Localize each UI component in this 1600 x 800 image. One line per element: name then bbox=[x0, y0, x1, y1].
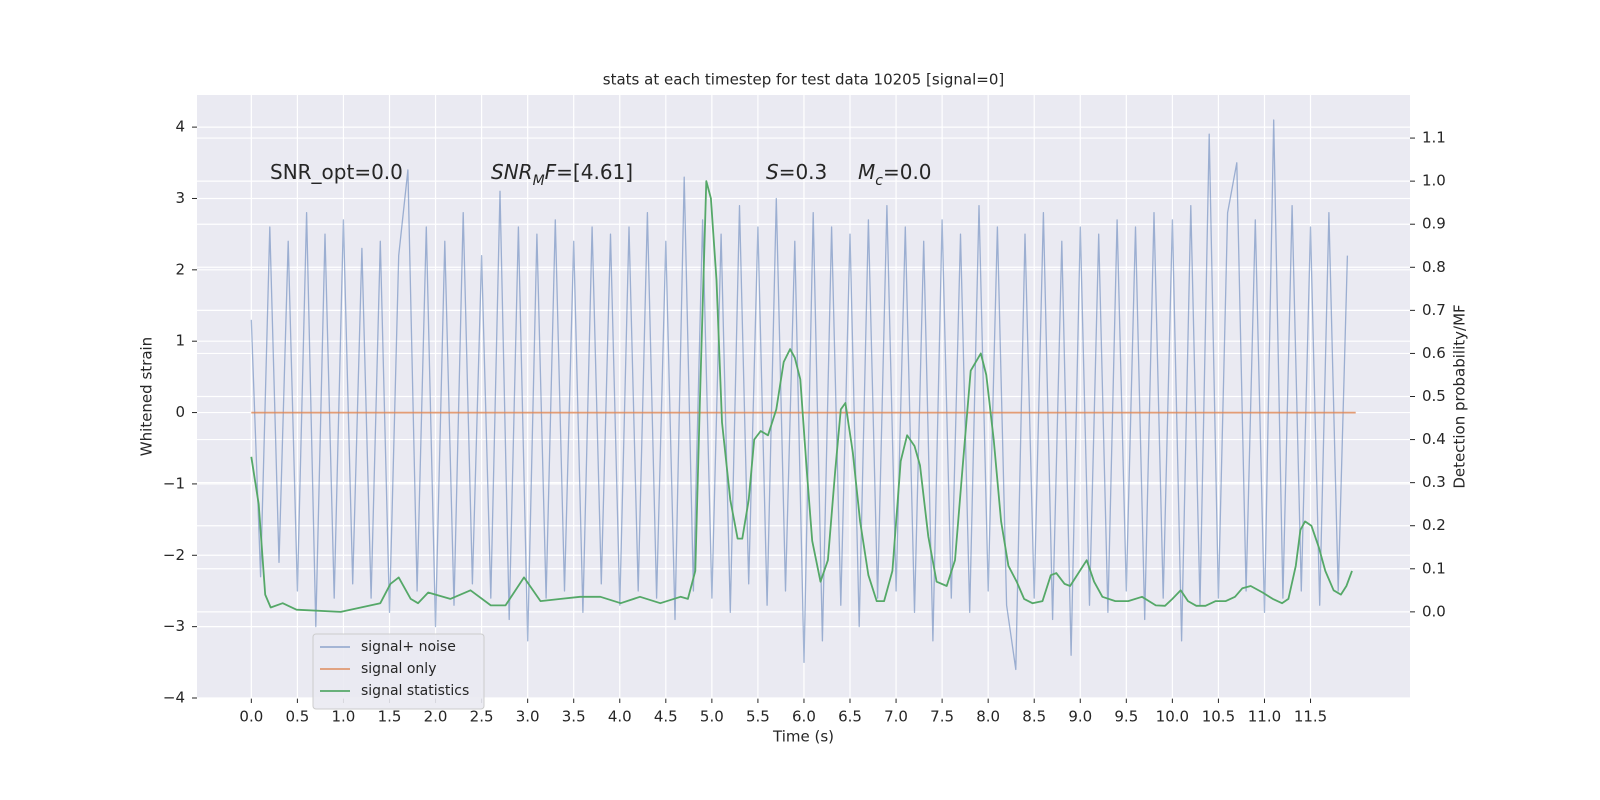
x-tick-label: 0.0 bbox=[239, 708, 263, 726]
annotation-part: M bbox=[858, 160, 875, 184]
x-tick-label: 1.5 bbox=[378, 708, 402, 726]
x-tick-label: 7.5 bbox=[930, 708, 954, 726]
y2-tick-label: 1.1 bbox=[1422, 129, 1446, 147]
chart-title: stats at each timestep for test data 102… bbox=[603, 71, 1004, 89]
y-axis-label: Whitened strain bbox=[138, 337, 156, 456]
x-tick-label: 1.0 bbox=[332, 708, 356, 726]
legend-label: signal+ noise bbox=[361, 639, 456, 655]
y2-tick-label: 0.1 bbox=[1422, 559, 1446, 577]
y2-tick-label: 0.7 bbox=[1422, 301, 1446, 319]
y2-tick-label: 1.0 bbox=[1422, 172, 1446, 190]
y-tick-label: −3 bbox=[163, 617, 185, 635]
legend-box bbox=[312, 633, 485, 710]
x-tick-label: 8.5 bbox=[1022, 708, 1046, 726]
legend-label: signal statistics bbox=[361, 683, 469, 699]
x-axis-label: Time (s) bbox=[772, 728, 834, 746]
annotation-part: =0.3 bbox=[779, 160, 828, 184]
y-tick-label: 4 bbox=[175, 118, 185, 136]
annotation: SNRMF=[4.61] bbox=[491, 160, 633, 190]
x-tick-label: 5.0 bbox=[700, 708, 724, 726]
annotation-part: M bbox=[533, 173, 545, 189]
x-tick-label: 6.5 bbox=[838, 708, 862, 726]
x-tick-label: 4.5 bbox=[654, 708, 678, 726]
x-tick-label: 8.0 bbox=[976, 708, 1000, 726]
annotation-part: F bbox=[545, 160, 557, 184]
annotation: SNR_opt=0.0 bbox=[270, 160, 403, 184]
legend-label: signal only bbox=[361, 661, 436, 677]
y2-tick-label: 0.2 bbox=[1422, 516, 1446, 534]
x-tick-label: 10.0 bbox=[1156, 708, 1189, 726]
y2-tick-label: 0.5 bbox=[1422, 387, 1446, 405]
y2-tick-label: 0.9 bbox=[1422, 215, 1446, 233]
x-tick-label: 2.0 bbox=[424, 708, 448, 726]
x-tick-label: 11.5 bbox=[1294, 708, 1327, 726]
y2-tick-label: 0.0 bbox=[1422, 602, 1446, 620]
x-tick-label: 7.0 bbox=[884, 708, 908, 726]
y2-axis-label: Detection probability/MF bbox=[1451, 304, 1469, 488]
annotation-part: SNR bbox=[491, 160, 533, 184]
annotation: S=0.3 bbox=[766, 160, 827, 184]
x-tick-label: 0.5 bbox=[285, 708, 309, 726]
y-tick-label: 1 bbox=[175, 332, 185, 350]
y-tick-label: 2 bbox=[175, 260, 185, 278]
x-tick-label: 3.0 bbox=[516, 708, 540, 726]
x-tick-label: 10.5 bbox=[1202, 708, 1235, 726]
x-tick-label: 9.0 bbox=[1068, 708, 1092, 726]
y2-tick-label: 0.8 bbox=[1422, 258, 1446, 276]
series-line bbox=[250, 119, 1349, 671]
annotation-part: S bbox=[766, 160, 779, 184]
x-tick-label: 9.5 bbox=[1114, 708, 1138, 726]
annotation-part: c bbox=[875, 173, 883, 189]
y2-tick-label: 0.4 bbox=[1422, 430, 1446, 448]
x-tick-label: 3.5 bbox=[562, 708, 586, 726]
annotation-part: =[4.61] bbox=[556, 160, 633, 184]
y-tick-label: −4 bbox=[163, 689, 185, 707]
y-tick-label: −2 bbox=[163, 546, 185, 564]
y2-tick-label: 0.3 bbox=[1422, 473, 1446, 491]
annotation: Mc=0.0 bbox=[858, 160, 932, 190]
annotation-part: =0.0 bbox=[883, 160, 932, 184]
y-tick-label: 0 bbox=[175, 403, 185, 421]
y-tick-label: 3 bbox=[175, 189, 185, 207]
x-tick-label: 4.0 bbox=[608, 708, 632, 726]
y2-tick-label: 0.6 bbox=[1422, 344, 1446, 362]
series-line bbox=[250, 180, 1353, 613]
x-tick-label: 11.0 bbox=[1248, 708, 1281, 726]
x-tick-label: 2.5 bbox=[470, 708, 494, 726]
x-tick-label: 6.0 bbox=[792, 708, 816, 726]
y-tick-label: −1 bbox=[163, 474, 185, 492]
annotation-part: SNR_opt=0.0 bbox=[270, 160, 403, 184]
x-tick-label: 5.5 bbox=[746, 708, 770, 726]
